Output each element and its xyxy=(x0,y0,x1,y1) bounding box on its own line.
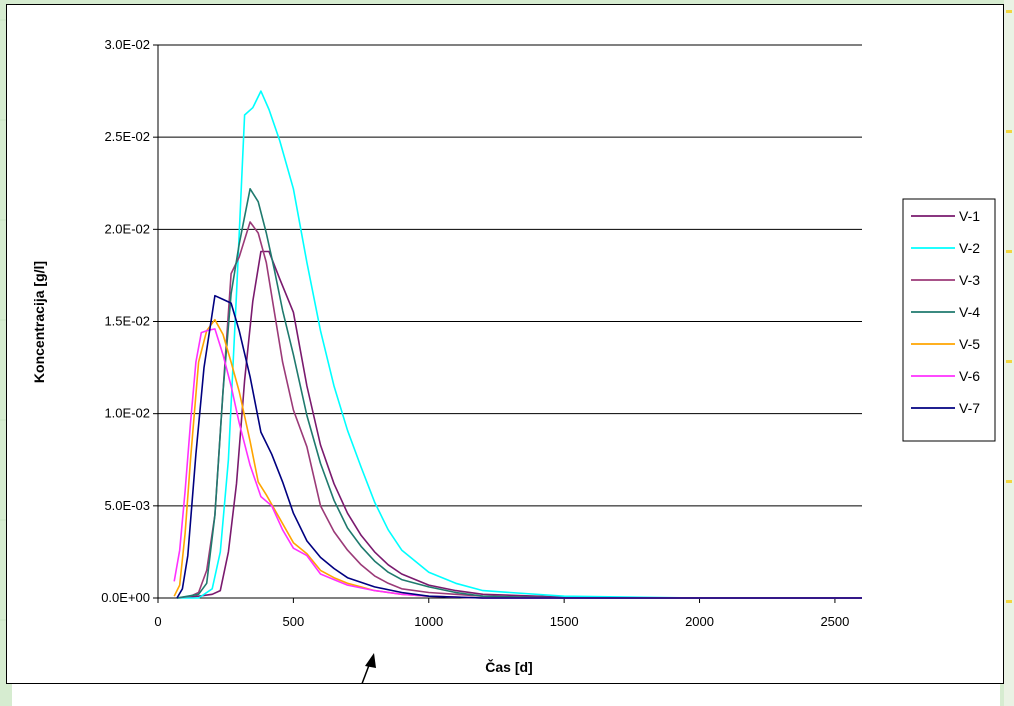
line-chart: 0.0E+00 5.0E-03 1.0E-02 1.5E-02 2.0E-02 2.5E-… xyxy=(31,37,996,684)
series-line-v-7 xyxy=(176,294,862,599)
slide-text-box xyxy=(12,684,1000,706)
y-axis: 0.0E+00 5.0E-03 1.0E-02 1.5E-02 2.0E-02 2.5E-… xyxy=(101,37,159,605)
x-tick-label: 1000 xyxy=(414,614,443,629)
annotation-arrow xyxy=(361,653,376,684)
legend: V-1 V-2 V-3 V-4 V-5 V-6 V-7 xyxy=(902,198,996,442)
legend-label: V-2 xyxy=(959,240,980,256)
x-tick-label: 2000 xyxy=(685,614,714,629)
legend-box xyxy=(902,198,996,442)
series-line-v-6 xyxy=(173,328,862,599)
x-tick-label: 2500 xyxy=(820,614,849,629)
y-tick-label: 1.0E-02 xyxy=(104,406,150,421)
series-line-v-4 xyxy=(176,188,862,599)
plot-series xyxy=(173,90,862,599)
y-tick-label: 1.5E-02 xyxy=(104,314,150,329)
x-tick-label: 0 xyxy=(154,614,161,629)
x-tick-label: 500 xyxy=(283,614,305,629)
legend-label: V-7 xyxy=(959,400,980,416)
x-tick-label: 1500 xyxy=(550,614,579,629)
series-line-v-1 xyxy=(176,250,862,599)
gridlines xyxy=(158,44,862,507)
x-axis-label: Čas [d] xyxy=(485,658,532,675)
y-tick-label: 0.0E+00 xyxy=(101,590,150,605)
legend-label: V-5 xyxy=(959,336,980,352)
chart-area xyxy=(6,4,1004,684)
y-axis-label: Koncentracija [g/l] xyxy=(31,261,47,383)
legend-label: V-3 xyxy=(959,272,980,288)
y-tick-label: 2.0E-02 xyxy=(104,221,150,236)
legend-label: V-6 xyxy=(959,368,980,384)
series-line-v-2 xyxy=(177,90,862,599)
legend-label: V-4 xyxy=(959,304,980,320)
y-tick-label: 3.0E-02 xyxy=(104,37,150,52)
series-line-v-5 xyxy=(173,318,862,599)
legend-label: V-1 xyxy=(959,208,980,224)
y-tick-label: 2.5E-02 xyxy=(104,129,150,144)
y-tick-label: 5.0E-03 xyxy=(104,498,150,513)
x-axis: 0 500 1000 1500 2000 2500 xyxy=(154,597,862,629)
